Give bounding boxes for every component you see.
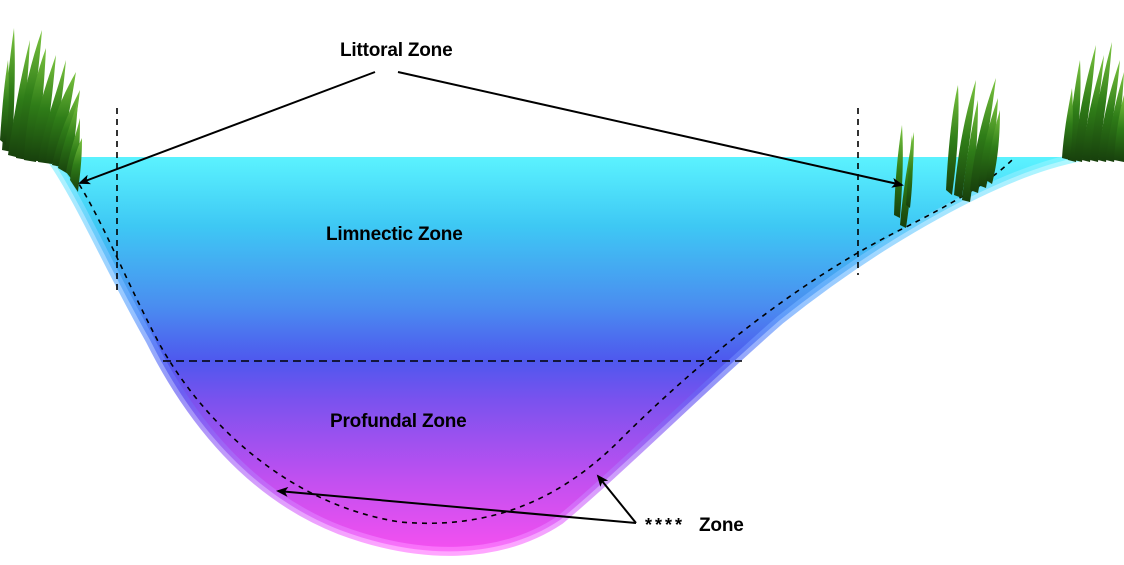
grass-right-middle: [894, 78, 1000, 228]
hidden-zone-label: **** Zone: [645, 515, 744, 537]
littoral-boundary-dashed: [61, 159, 1013, 525]
grass-left: [0, 28, 82, 192]
grass-right-far: [1062, 42, 1124, 162]
lake-bed-rim: [48, 152, 1081, 556]
profundal-zone-label: Profundal Zone: [330, 411, 467, 432]
littoral-arrow-right: [397, 71, 904, 188]
littoral-zone-label: Littoral Zone: [340, 40, 453, 61]
limnetic-zone-label: Limnectic Zone: [326, 224, 463, 245]
hidden-zone-stars: ****: [645, 515, 686, 535]
littoral-arrow-left: [78, 71, 376, 185]
hidden-zone-suffix: Zone: [699, 515, 744, 536]
hidden-zone-arrow-right: [596, 474, 637, 524]
lake-water: [50, 157, 1080, 552]
hidden-zone-arrow-left: [276, 486, 637, 524]
